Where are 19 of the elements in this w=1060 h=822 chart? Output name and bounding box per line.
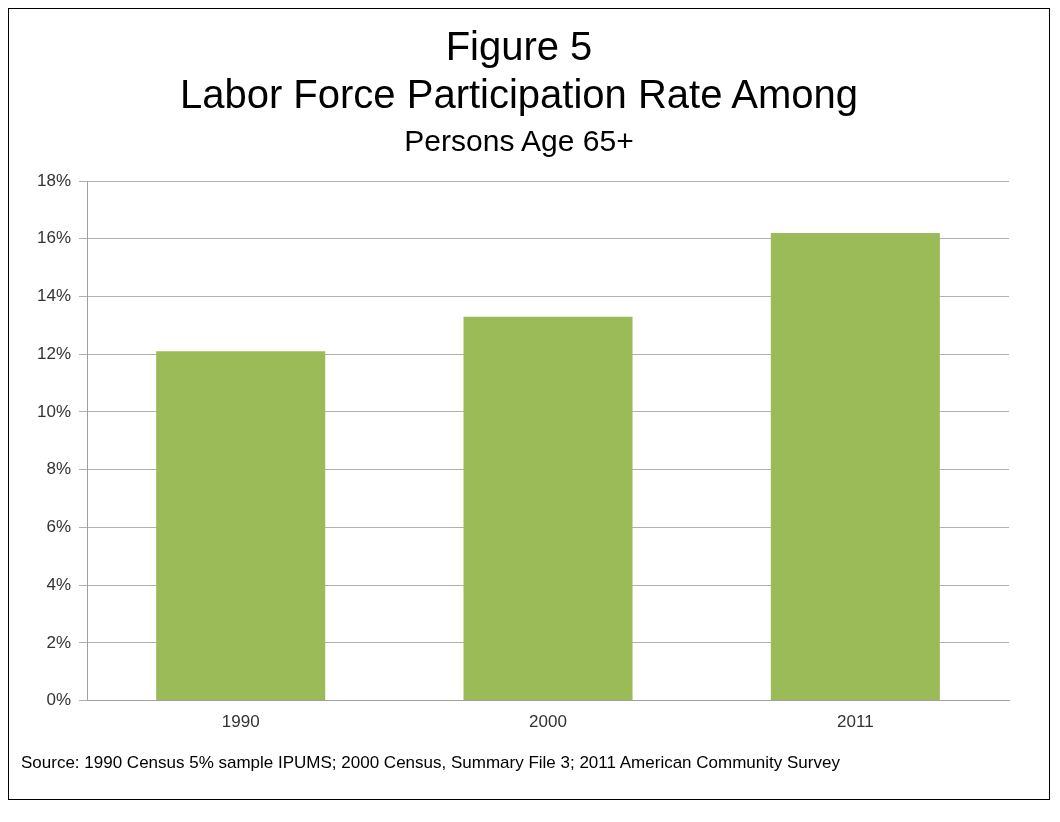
chart-subtitle: Persons Age 65+	[404, 124, 634, 158]
y-tick-label: 16%	[36, 228, 72, 248]
y-tick-label: 14%	[36, 286, 72, 306]
y-tick-label: 8%	[46, 459, 72, 479]
y-tick-label: 18%	[36, 170, 72, 190]
x-tick-label: 1990	[221, 712, 260, 732]
bar	[156, 351, 326, 701]
chart-title: Figure 5 Labor Force Participation Rate Among	[179, 24, 859, 117]
x-tick-label: 2000	[529, 712, 567, 732]
y-tick-label: 12%	[36, 343, 72, 363]
y-tick-label: 6%	[46, 517, 72, 537]
bar	[770, 232, 940, 701]
y-tick-label: 10%	[36, 401, 72, 421]
source-note: Source: 1990 Census 5% sample IPUMS; 2000 Census, Summary File 3; 2011 American Community Survey	[20, 752, 841, 774]
bar	[463, 316, 633, 701]
y-tick-label: 4%	[46, 574, 72, 594]
y-tick-label: 0%	[46, 690, 72, 710]
x-tick-label: 2011	[837, 712, 874, 732]
y-tick-label: 2%	[46, 632, 72, 652]
